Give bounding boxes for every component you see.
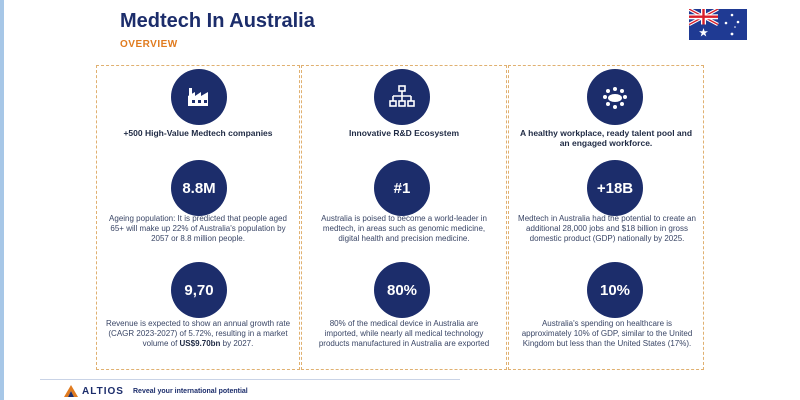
page-subtitle: OVERVIEW	[120, 39, 178, 50]
stat-circle: 9,70	[171, 262, 227, 318]
stat-circle: 8.8M	[171, 160, 227, 216]
stat-description: 80% of the medical device in Australia a…	[318, 319, 490, 348]
stat-description: Australia is poised to become a world-le…	[321, 214, 487, 243]
altios-logo: ALTIOS	[64, 385, 124, 397]
stat-description: Australia's spending on healthcare is ap…	[521, 319, 693, 348]
australia-flag-icon	[689, 9, 747, 40]
footer-divider	[40, 379, 460, 380]
column-heading: Innovative R&D Ecosystem	[348, 128, 460, 138]
column-panel-companies	[96, 65, 300, 370]
stat-circle: 80%	[374, 262, 430, 318]
stat-circle: #1	[374, 160, 430, 216]
column-heading: +500 High-Value Medtech companies	[123, 128, 273, 138]
column-heading: A healthy workplace, ready talent pool a…	[519, 128, 693, 148]
factory-icon	[171, 69, 227, 125]
left-accent-bar	[0, 0, 4, 400]
stat-description: Medtech in Australia had the potential t…	[518, 214, 696, 243]
stat-description: Ageing population: It is predicted that …	[109, 214, 287, 243]
stat-circle: +18B	[587, 160, 643, 216]
footer-tagline: Reveal your international potential	[133, 388, 248, 395]
page-title: Medtech In Australia	[120, 10, 315, 32]
column-panel-workforce	[508, 65, 704, 370]
column-panel-rnd	[301, 65, 507, 370]
brand-name: ALTIOS	[82, 385, 124, 397]
stat-description: Revenue is expected to show an annual gr…	[105, 319, 291, 348]
altios-logo-icon	[64, 385, 78, 397]
network-icon	[374, 69, 430, 125]
team-icon	[587, 69, 643, 125]
stat-circle: 10%	[587, 262, 643, 318]
